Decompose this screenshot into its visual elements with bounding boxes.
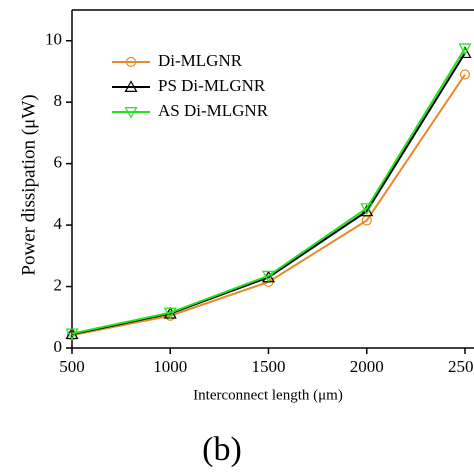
y-tick-label: 10 — [45, 30, 62, 49]
y-tick-label: 6 — [54, 153, 63, 172]
y-axis-label: Power dissipation (μW) — [18, 94, 39, 275]
marker — [459, 69, 471, 80]
x-tick-label: 1000 — [153, 357, 187, 376]
y-tick-label: 8 — [54, 91, 63, 110]
legend-marker — [124, 106, 138, 119]
legend-label: PS Di-MLGNR — [158, 76, 266, 95]
marker — [458, 43, 472, 56]
marker — [65, 328, 79, 341]
legend-label: AS Di-MLGNR — [158, 101, 269, 120]
x-tick-label: 2500 — [448, 357, 474, 376]
y-tick-label: 2 — [54, 275, 63, 294]
y-tick-label: 4 — [54, 214, 63, 233]
marker — [163, 307, 177, 320]
x-tick-label: 500 — [59, 357, 85, 376]
panel-label: (b) — [202, 431, 242, 468]
marker — [360, 203, 374, 215]
y-tick-label: 0 — [54, 337, 63, 356]
marker — [261, 270, 276, 283]
legend-marker — [125, 56, 137, 68]
legend-label: Di-MLGNR — [158, 51, 243, 70]
series-line — [71, 47, 466, 335]
series-line — [71, 52, 466, 336]
x-tick-label: 2000 — [350, 357, 384, 376]
legend-marker — [124, 80, 138, 93]
series-line — [71, 73, 466, 337]
x-axis-label: Interconnect length (μm) — [193, 387, 343, 403]
x-tick-label: 1500 — [252, 357, 286, 376]
